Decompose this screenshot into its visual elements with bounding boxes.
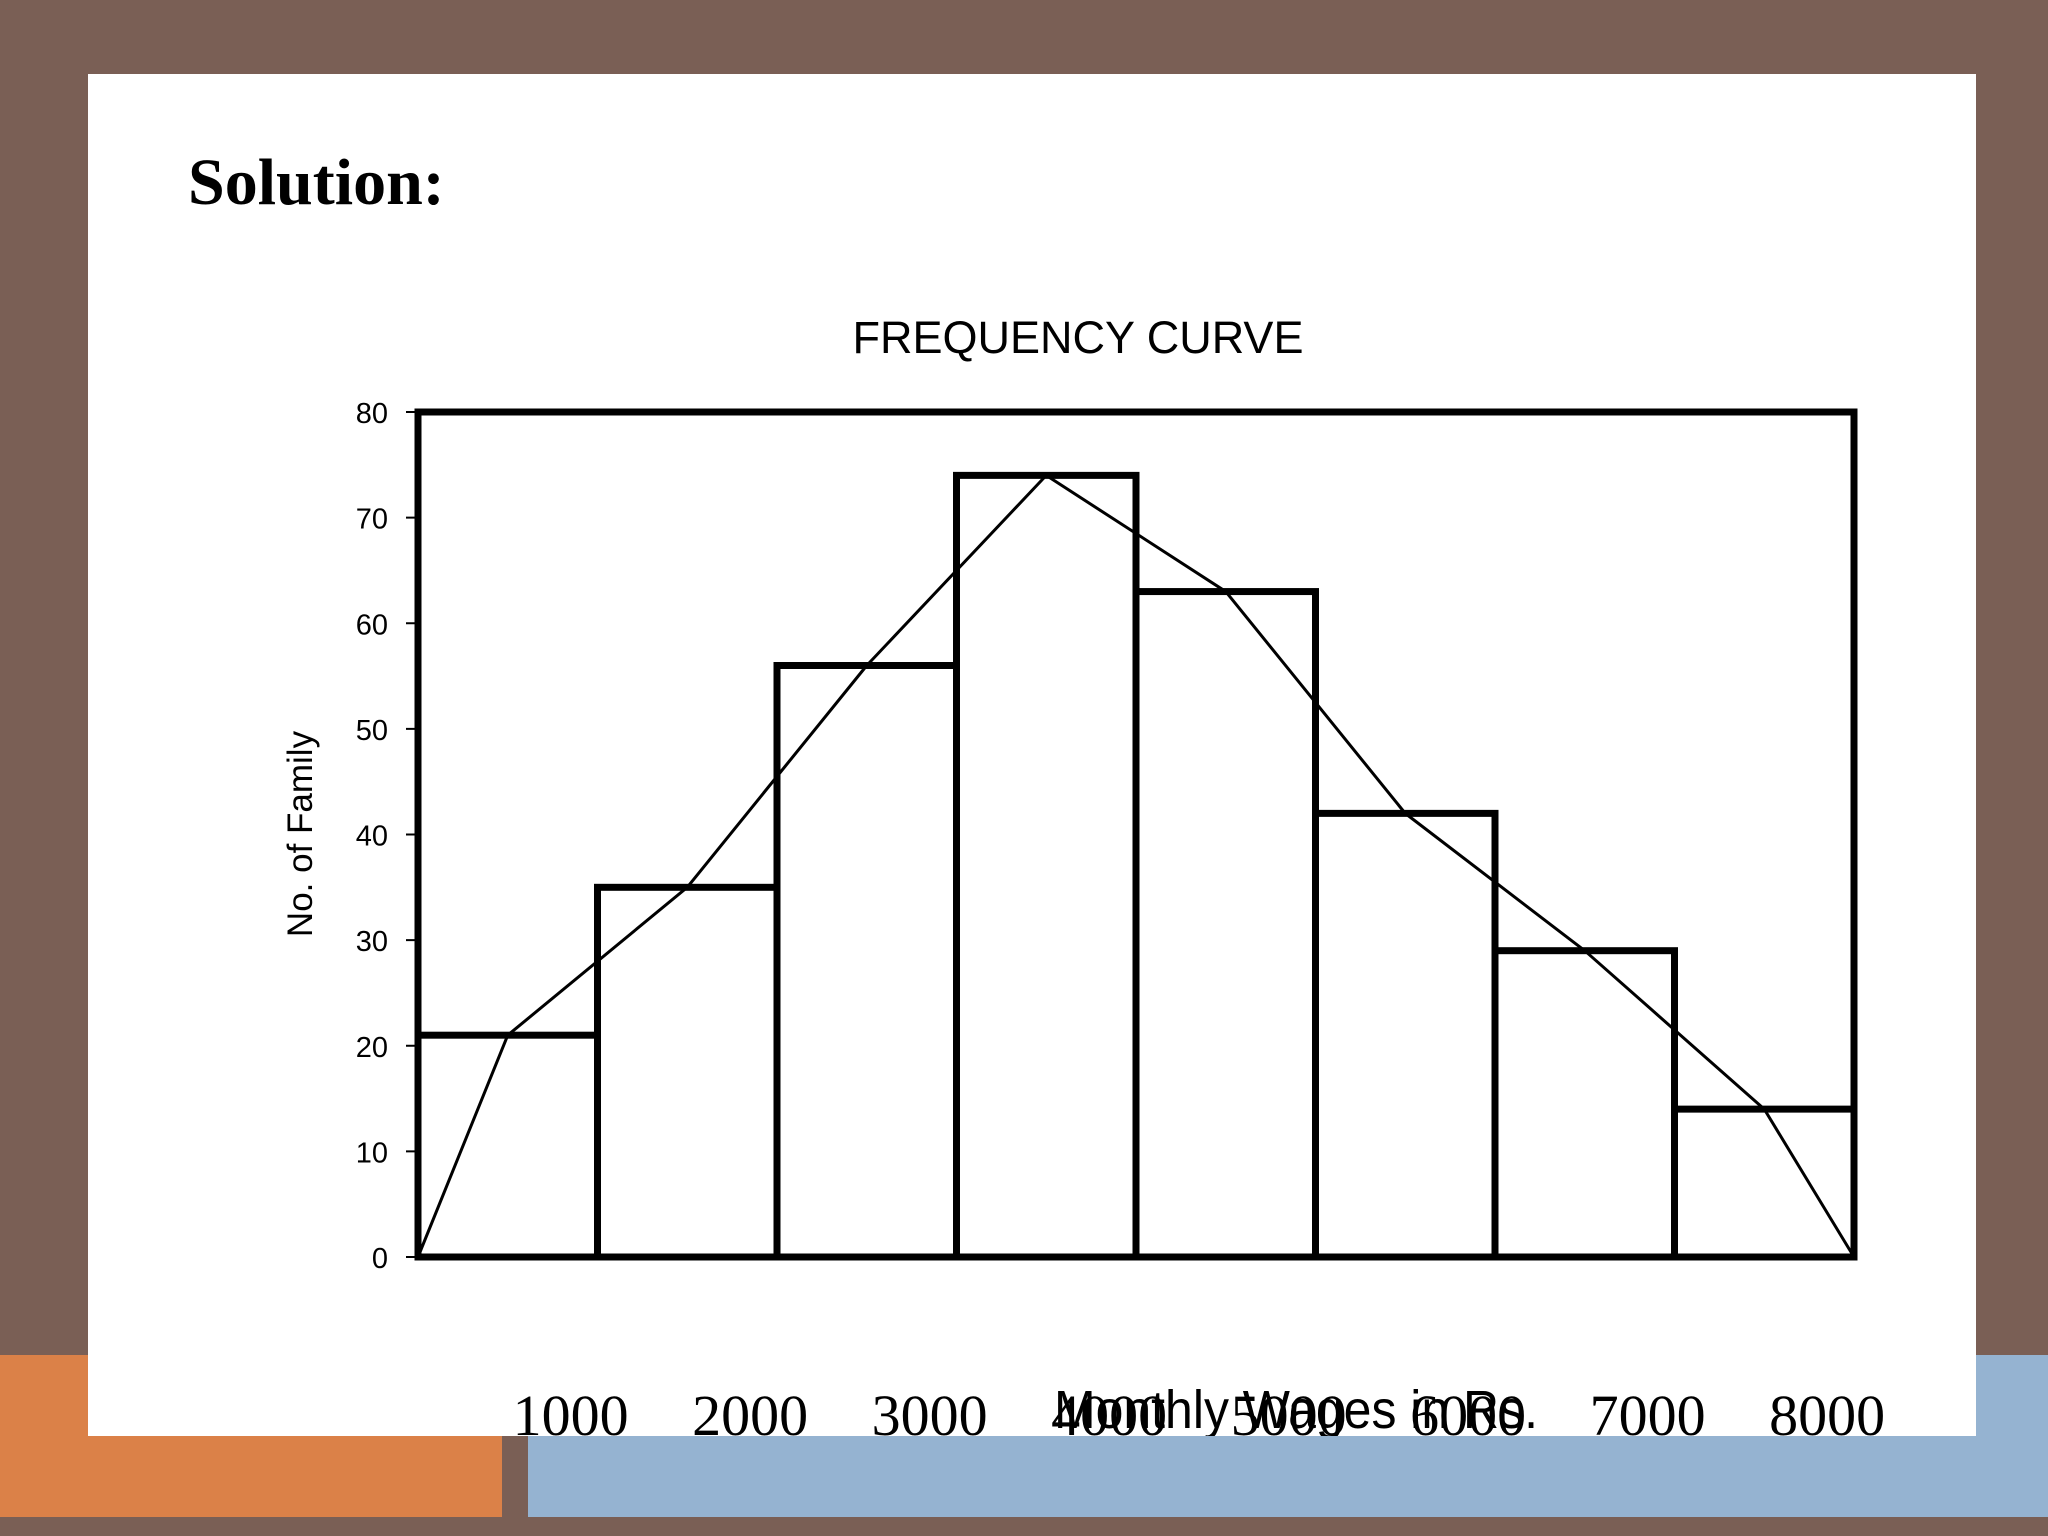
histogram-bar — [414, 1031, 601, 1261]
y-tick-label: 30 — [356, 926, 388, 958]
histogram-bar — [1312, 809, 1499, 1261]
histogram-bar — [773, 662, 960, 1261]
x-tick-label: 8000 — [1769, 1383, 1885, 1436]
x-tick-label: 6000 — [1410, 1383, 1526, 1436]
y-tick-label: 20 — [356, 1032, 388, 1064]
histogram-bar — [1671, 1105, 1858, 1261]
histogram-bar — [1132, 588, 1319, 1261]
x-tick-label: 2000 — [692, 1383, 808, 1436]
y-tick-label: 60 — [356, 609, 388, 641]
y-tick-label: 0 — [372, 1243, 388, 1275]
y-tick-label: 40 — [356, 821, 388, 853]
y-tick-label: 10 — [356, 1137, 388, 1169]
slide-heading: Solution: — [188, 146, 445, 219]
y-axis-title: No. of Family — [281, 730, 320, 937]
y-axis-ticks: 0 10 20 30 40 50 60 70 80 — [356, 398, 418, 1275]
x-tick-label: 1000 — [513, 1383, 629, 1436]
y-tick-label: 70 — [356, 504, 388, 536]
slide-canvas: Solution: FREQUENCY CURVE 0 10 20 30 40 50 60 7… — [88, 74, 1976, 1436]
x-axis-tick-labels: 1000 2000 3000 4000 5000 6000 7000 8000 — [513, 1383, 1885, 1436]
frequency-curve-line — [416, 473, 1856, 1258]
histogram-bar — [1491, 947, 1678, 1261]
histogram-bar — [953, 471, 1140, 1261]
y-tick-label: 80 — [356, 398, 388, 430]
histogram-bar — [594, 883, 781, 1261]
x-tick-label: 4000 — [1051, 1383, 1167, 1436]
x-tick-label: 3000 — [872, 1383, 988, 1436]
plot-frame — [414, 408, 1858, 1261]
x-axis-title: Monthly Wages in Rs. — [1054, 1380, 1538, 1436]
histogram-bars — [414, 471, 1858, 1261]
x-tick-label: 5000 — [1231, 1383, 1347, 1436]
frequency-chart: FREQUENCY CURVE 0 10 20 30 40 50 60 70 80 1000 20… — [281, 312, 1885, 1436]
frequency-curve-layer — [416, 473, 1856, 1258]
x-tick-label: 7000 — [1590, 1383, 1706, 1436]
y-tick-label: 50 — [356, 715, 388, 747]
chart-title: FREQUENCY CURVE — [853, 312, 1304, 363]
